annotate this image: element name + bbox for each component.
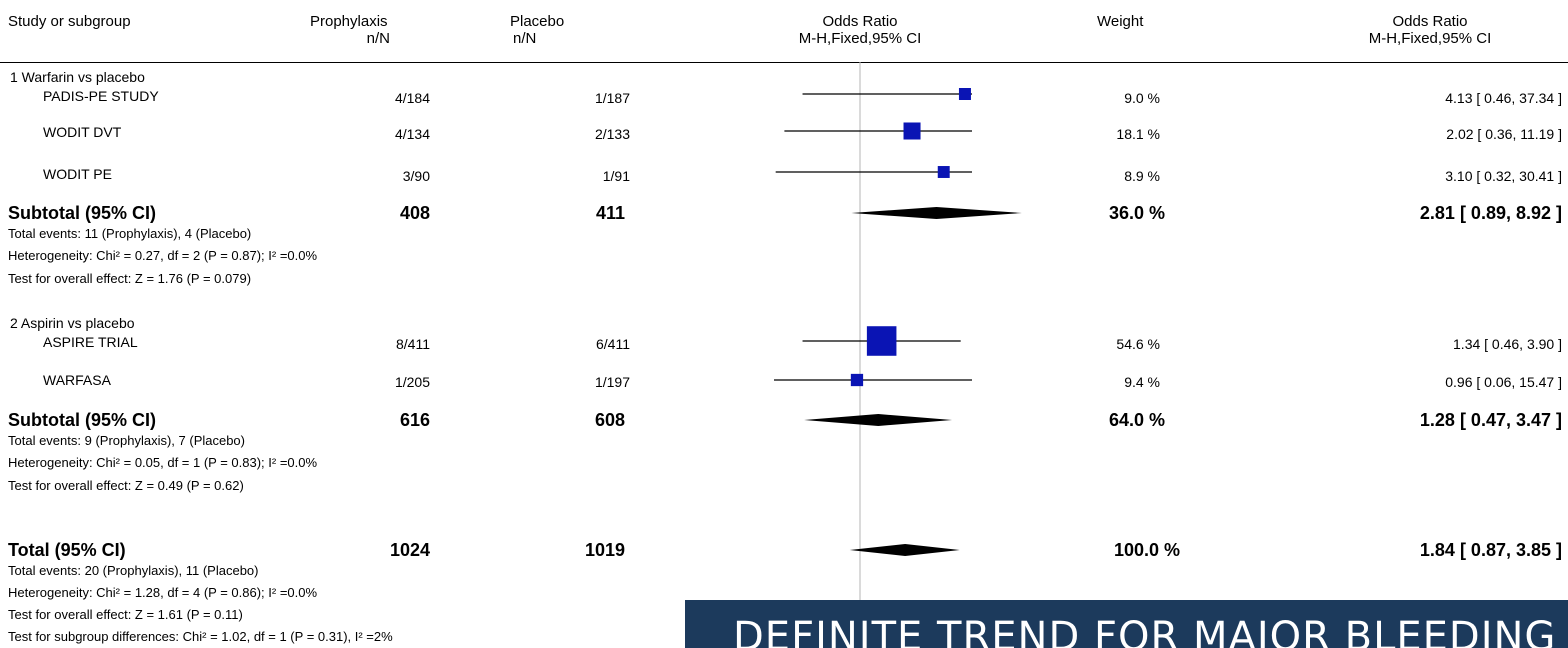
subtotal-ci: 1.28 [ 0.47, 3.47 ]: [1419, 410, 1562, 430]
header-weight: Weight: [1097, 13, 1144, 30]
study-prophylaxis: 3/90: [402, 168, 430, 184]
subtotal-ci: 2.81 [ 0.89, 8.92 ]: [1419, 203, 1562, 223]
subtotal-weight: 64.0 %: [1108, 410, 1165, 430]
total-prophylaxis: 1024: [389, 540, 430, 560]
header-divider: [0, 62, 1568, 63]
study-ci: 2.02 [ 0.36, 11.19 ]: [1446, 126, 1562, 142]
study-weight: 18.1 %: [1116, 126, 1160, 142]
total-ci: 1.84 [ 0.87, 3.85 ]: [1419, 540, 1562, 560]
study-prophylaxis: 1/205: [394, 374, 430, 390]
header-odds-ratio-sub: M-H,Fixed,95% CI: [798, 30, 922, 47]
study-name: ASPIRE TRIAL: [43, 334, 138, 350]
subtotal-label: Subtotal (95% CI): [8, 410, 157, 430]
study-name: PADIS-PE STUDY: [43, 88, 159, 104]
subtotal-events: Total events: 9 (Prophylaxis), 7 (Placeb…: [8, 433, 245, 448]
study-weight: 54.6 %: [1116, 336, 1160, 352]
header-placebo: Placebo: [510, 13, 565, 30]
subtotal-placebo: 608: [594, 410, 625, 430]
total-events: Total events: 20 (Prophylaxis), 11 (Plac…: [8, 563, 259, 578]
study-prophylaxis: 4/184: [394, 90, 430, 106]
study-weight: 8.9 %: [1124, 168, 1160, 184]
subgroup-1-label: 1 Warfarin vs placebo: [10, 69, 145, 85]
subtotal-diamond: [851, 207, 1022, 219]
header-study: Study or subgroup: [8, 13, 131, 30]
subtotal-heterogeneity: Heterogeneity: Chi² = 0.05, df = 1 (P = …: [8, 455, 318, 470]
study-placebo: 1/91: [602, 168, 630, 184]
header-prophylaxis-sub: n/N: [366, 30, 390, 47]
study-weight: 9.4 %: [1124, 374, 1160, 390]
subtotal-events: Total events: 11 (Prophylaxis), 4 (Place…: [8, 226, 252, 241]
subtotal-placebo: 411: [595, 203, 625, 223]
subgroup-2-label: 2 Aspirin vs placebo: [10, 315, 135, 331]
study-placebo: 2/133: [594, 126, 630, 142]
study-ci: 3.10 [ 0.32, 30.41 ]: [1445, 168, 1562, 184]
study-name: WARFASA: [43, 372, 111, 388]
study-placebo: 6/411: [596, 336, 630, 352]
trend-banner-text: DEFINITE TREND FOR MAJOR BLEEDING: [733, 614, 1557, 648]
trend-banner: DEFINITE TREND FOR MAJOR BLEEDING: [685, 600, 1568, 648]
header-odds-ratio-2: Odds Ratio: [1392, 13, 1468, 30]
header-placebo-sub: n/N: [513, 30, 537, 47]
total-heterogeneity: Heterogeneity: Chi² = 1.28, df = 4 (P = …: [8, 585, 318, 600]
subgroup-differences: Test for subgroup differences: Chi² = 1.…: [8, 629, 393, 644]
study-prophylaxis: 4/134: [394, 126, 430, 142]
study-placebo: 1/187: [594, 90, 630, 106]
total-overall-effect: Test for overall effect: Z = 1.61 (P = 0…: [8, 607, 243, 622]
total-label: Total (95% CI): [8, 540, 126, 560]
subtotal-overall-effect: Test for overall effect: Z = 0.49 (P = 0…: [8, 478, 244, 493]
study-name: WODIT PE: [43, 166, 112, 182]
study-ci: 1.34 [ 0.46, 3.90 ]: [1453, 336, 1562, 352]
total-placebo: 1019: [584, 540, 625, 560]
subtotal-overall-effect: Test for overall effect: Z = 1.76 (P = 0…: [8, 271, 252, 286]
study-weight: 9.0 %: [1124, 90, 1160, 106]
subtotal-label: Subtotal (95% CI): [8, 203, 157, 223]
study-ci: 4.13 [ 0.46, 37.34 ]: [1445, 90, 1562, 106]
study-square: [903, 122, 921, 140]
header-odds-ratio: Odds Ratio: [822, 13, 898, 30]
study-placebo: 1/197: [594, 374, 630, 390]
study-square: [866, 326, 897, 356]
subtotal-prophylaxis: 408: [399, 203, 430, 223]
study-name: WODIT DVT: [43, 124, 122, 140]
subtotal-prophylaxis: 616: [399, 410, 430, 430]
subtotal-diamond: [804, 414, 953, 426]
subtotal-weight: 36.0 %: [1108, 203, 1165, 223]
study-square: [958, 88, 971, 100]
total-diamond: [849, 544, 960, 556]
header-odds-ratio-2-sub: M-H,Fixed,95% CI: [1368, 30, 1492, 47]
header-prophylaxis: Prophylaxis: [310, 13, 388, 30]
study-square: [937, 166, 950, 178]
subtotal-heterogeneity: Heterogeneity: Chi² = 0.27, df = 2 (P = …: [8, 248, 318, 263]
study-prophylaxis: 8/411: [396, 336, 430, 352]
study-square: [850, 373, 864, 387]
study-ci: 0.96 [ 0.06, 15.47 ]: [1445, 374, 1562, 390]
total-weight: 100.0 %: [1113, 540, 1180, 560]
